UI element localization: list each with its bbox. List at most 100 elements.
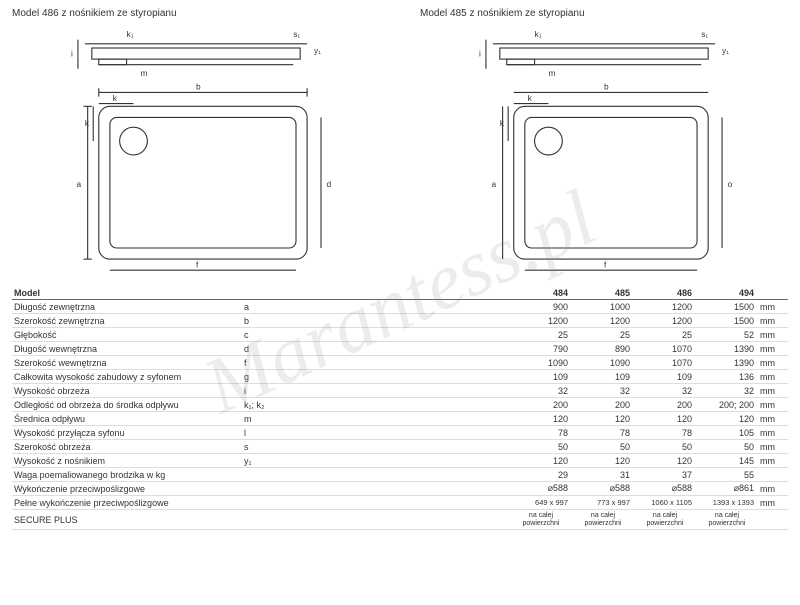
- row-value: 120: [510, 455, 572, 467]
- svg-text:k: k: [113, 93, 118, 103]
- svg-text:k: k: [85, 118, 90, 128]
- row-value: 1070: [634, 357, 696, 369]
- row-symbol: [242, 488, 282, 490]
- svg-text:k₁: k₁: [535, 29, 542, 39]
- row-value: 78: [510, 427, 572, 439]
- row-symbol: y₁: [242, 455, 282, 467]
- row-unit: mm: [758, 329, 788, 341]
- row-value: 78: [634, 427, 696, 439]
- row-symbol: [242, 519, 282, 521]
- row-unit: mm: [758, 413, 788, 425]
- row-value: 773 x 997: [572, 497, 634, 508]
- row-symbol: [242, 474, 282, 476]
- row-label: Odległość od obrzeża do środka odpływu: [12, 399, 242, 411]
- header-unit: [758, 292, 788, 294]
- row-value: ⌀588: [510, 482, 572, 495]
- row-value: 1390: [696, 343, 758, 355]
- row-value: 1200: [634, 315, 696, 327]
- row-value: 50: [510, 441, 572, 453]
- table-row: Waga poemaliowanego brodzika w kg2931375…: [12, 468, 788, 482]
- diagram-right-svg: i y₁ m k₁ s₁ b a o f k: [420, 23, 788, 273]
- row-value: 1070: [634, 343, 696, 355]
- row-label: Wysokość przyłącza syfonu: [12, 427, 242, 439]
- row-symbol: i: [242, 385, 282, 397]
- row-unit: [758, 519, 788, 521]
- svg-text:a: a: [492, 179, 497, 189]
- diagram-right: Model 485 z nośnikiem ze styropianu i y₁…: [420, 8, 788, 278]
- row-value: 55: [696, 469, 758, 481]
- svg-text:s₁: s₁: [293, 29, 300, 39]
- row-unit: mm: [758, 455, 788, 467]
- svg-text:m: m: [548, 68, 555, 78]
- row-unit: mm: [758, 357, 788, 369]
- row-value: ⌀588: [572, 482, 634, 495]
- row-label: Głębokość: [12, 329, 242, 341]
- row-value: 50: [696, 441, 758, 453]
- spec-table: Model 484 485 486 494 Długość zewnętrzna…: [12, 286, 788, 530]
- row-symbol: m: [242, 413, 282, 425]
- svg-text:f: f: [604, 259, 607, 269]
- row-value: na całej powierzchni: [634, 511, 696, 528]
- row-symbol: b: [242, 315, 282, 327]
- row-value: 31: [572, 469, 634, 481]
- table-row: Całkowita wysokość zabudowy z syfonemg10…: [12, 370, 788, 384]
- row-value: 109: [510, 371, 572, 383]
- row-symbol: l: [242, 427, 282, 439]
- row-unit: mm: [758, 371, 788, 383]
- table-row: Długość wewnętrznad79089010701390mm: [12, 342, 788, 356]
- row-value: 120: [572, 455, 634, 467]
- row-value: ⌀588: [634, 482, 696, 495]
- row-label: SECURE PLUS: [12, 514, 242, 526]
- row-value: 105: [696, 427, 758, 439]
- row-symbol: a: [242, 301, 282, 313]
- table-row: Szerokość wewnętrznaf1090109010701390mm: [12, 356, 788, 370]
- svg-text:b: b: [196, 82, 201, 92]
- row-label: Długość zewnętrzna: [12, 301, 242, 313]
- row-value: 145: [696, 455, 758, 467]
- table-row: Średnica odpływum120120120120mm: [12, 412, 788, 426]
- row-unit: mm: [758, 427, 788, 439]
- header-col-486: 486: [634, 287, 696, 299]
- svg-text:i: i: [71, 48, 73, 58]
- svg-text:b: b: [604, 82, 609, 92]
- row-symbol: g: [242, 371, 282, 383]
- table-row: Szerokość zewnętrznab1200120012001500mm: [12, 314, 788, 328]
- table-row: Odległość od obrzeża do środka odpływuk₁…: [12, 398, 788, 412]
- row-value: 25: [510, 329, 572, 341]
- row-value: na całej powierzchni: [696, 511, 758, 528]
- row-value: 78: [572, 427, 634, 439]
- row-unit: mm: [758, 315, 788, 327]
- header-label: Model: [12, 287, 242, 299]
- row-value: 120: [634, 413, 696, 425]
- row-value: 25: [572, 329, 634, 341]
- row-value: 1200: [510, 315, 572, 327]
- row-value: 120: [572, 413, 634, 425]
- row-unit: mm: [758, 497, 788, 509]
- row-value: 32: [696, 385, 758, 397]
- row-value: 200: [634, 399, 696, 411]
- row-unit: [758, 474, 788, 476]
- row-unit: mm: [758, 301, 788, 313]
- row-label: Waga poemaliowanego brodzika w kg: [12, 469, 242, 481]
- row-unit: mm: [758, 343, 788, 355]
- row-value: 1200: [572, 315, 634, 327]
- table-row: Długość zewnętrznaa900100012001500mm: [12, 300, 788, 314]
- row-value: na całej powierzchni: [510, 511, 572, 528]
- row-label: Wysokość z nośnikiem: [12, 455, 242, 467]
- row-label: Szerokość obrzeża: [12, 441, 242, 453]
- row-value: 1090: [510, 357, 572, 369]
- svg-text:d: d: [327, 179, 332, 189]
- row-value: 120: [510, 413, 572, 425]
- table-header-row: Model 484 485 486 494: [12, 286, 788, 300]
- row-value: 37: [634, 469, 696, 481]
- row-value: 32: [510, 385, 572, 397]
- svg-text:f: f: [196, 259, 199, 269]
- row-label: Długość wewnętrzna: [12, 343, 242, 355]
- row-value: 200: [510, 399, 572, 411]
- row-label: Wysokość obrzeża: [12, 385, 242, 397]
- row-unit: mm: [758, 399, 788, 411]
- header-col-485: 485: [572, 287, 634, 299]
- row-value: 50: [572, 441, 634, 453]
- header-col-484: 484: [510, 287, 572, 299]
- row-value: 120: [696, 413, 758, 425]
